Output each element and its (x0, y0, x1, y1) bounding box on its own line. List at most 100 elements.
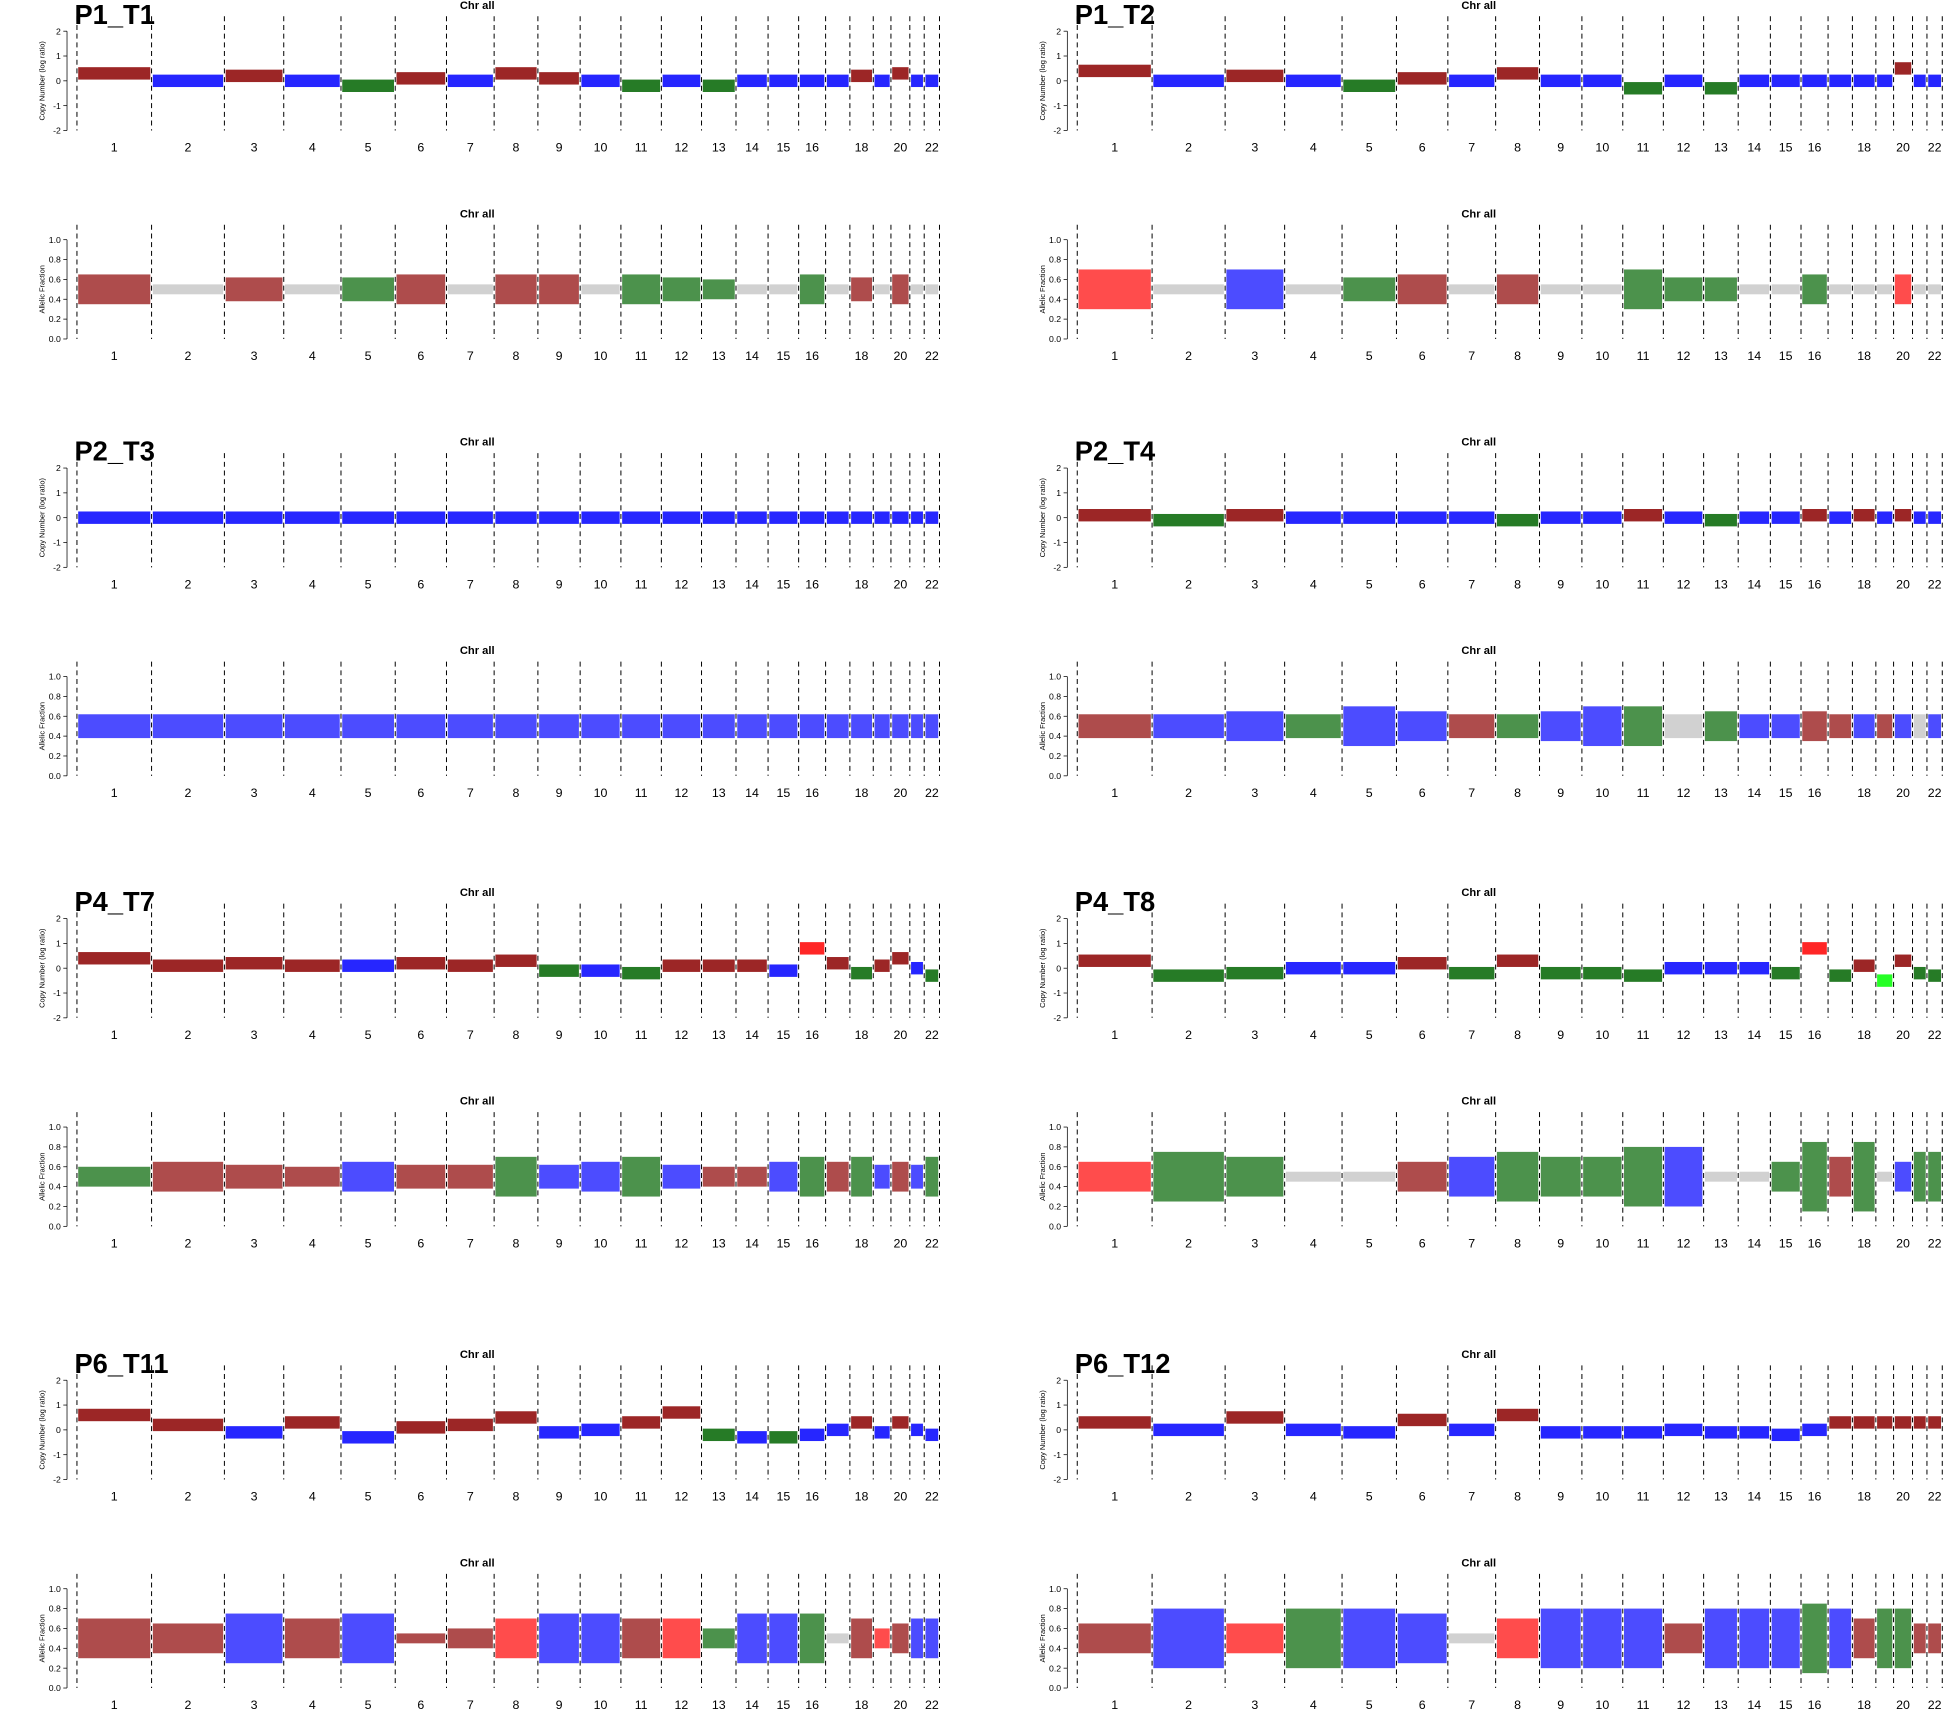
copy-number-segment (1496, 1408, 1539, 1422)
allelic-fraction-band (284, 714, 340, 739)
allelic-fraction-band (1583, 284, 1622, 295)
copy-number-segment (396, 957, 446, 970)
allelic-fraction-band (1877, 1171, 1893, 1182)
y-axis-label: Allelic Fraction (1038, 265, 1047, 313)
x-tick-label: 6 (1419, 1028, 1426, 1042)
allelic-fraction-band (1928, 1623, 1942, 1654)
x-tick-label: 22 (925, 1236, 939, 1250)
y-axis-label: Copy Number (log ratio) (1038, 41, 1047, 121)
allelic-fraction-band (1771, 284, 1800, 295)
copy-number-segment (702, 79, 735, 92)
copy-number-segment (1802, 1423, 1827, 1437)
allelic-fraction-band (1496, 1151, 1539, 1202)
subplot-title: Chr all (460, 208, 495, 220)
subplot-title: Chr all (460, 887, 495, 899)
x-tick-label: 10 (1595, 786, 1609, 800)
copy-number-segment (1664, 1423, 1703, 1437)
x-tick-label: 3 (251, 786, 258, 800)
allelic-fraction-band (1226, 1623, 1284, 1654)
allelic-fraction-band (1894, 1608, 1912, 1669)
copy-number-segment (1449, 74, 1495, 88)
copy-number-segment (1153, 969, 1224, 982)
x-tick-label: 4 (309, 1698, 316, 1712)
y-tick-label: -1 (1053, 101, 1061, 111)
y-tick-label: 0.6 (1049, 1162, 1061, 1172)
x-tick-label: 22 (1928, 1698, 1942, 1712)
y-tick-label: 1.0 (1049, 1584, 1061, 1594)
y-tick-label: 0.0 (49, 334, 61, 344)
x-tick-label: 9 (556, 141, 563, 155)
x-tick-label: 9 (1557, 349, 1564, 363)
x-tick-label: 22 (1928, 577, 1942, 591)
x-tick-label: 10 (1595, 349, 1609, 363)
x-tick-label: 2 (185, 577, 192, 591)
x-tick-label: 11 (635, 349, 648, 363)
allelic-fraction-band (1739, 284, 1770, 295)
y-axis-label: Copy Number (log ratio) (1038, 1390, 1047, 1470)
copy-number-segment (1285, 74, 1341, 88)
copy-number-segment (1894, 954, 1912, 967)
x-tick-label: 8 (1514, 141, 1521, 155)
x-tick-label: 14 (1747, 1698, 1761, 1712)
allelic-fraction-band (1397, 1161, 1447, 1192)
allelic-fraction-band (342, 714, 394, 739)
x-tick-label: 7 (1468, 349, 1475, 363)
y-tick-label: 0.0 (1049, 334, 1061, 344)
copy-number-segment (1449, 511, 1495, 524)
x-tick-label: 8 (1514, 1236, 1521, 1250)
copy-number-segment (581, 74, 620, 88)
y-tick-label: 0.4 (1049, 294, 1061, 304)
copy-number-segment (581, 1423, 620, 1437)
copy-number-segment (447, 1418, 493, 1432)
x-tick-label: 1 (111, 786, 118, 800)
copy-number-segment (284, 74, 340, 88)
y-tick-label: 0.6 (1049, 275, 1061, 285)
allelic-fraction-band (1829, 284, 1852, 295)
x-tick-label: 15 (776, 141, 790, 155)
x-tick-label: 15 (1779, 786, 1793, 800)
subplot-title: Chr all (1461, 887, 1496, 899)
allelic-fraction-band (1449, 1156, 1495, 1197)
subplot: Chr all Allelic Fraction 0.0 0.2 0.4 0.6 0.8 1.… (1038, 645, 1943, 800)
x-tick-label: 13 (712, 1236, 726, 1250)
y-tick-label: 0.8 (1049, 1604, 1061, 1614)
copy-number-segment (284, 511, 340, 524)
x-tick-label: 9 (556, 786, 563, 800)
copy-number-segment (1540, 966, 1581, 980)
x-tick-label: 10 (594, 577, 608, 591)
x-tick-label: 6 (417, 786, 424, 800)
x-tick-label: 13 (712, 1490, 726, 1504)
y-tick-label: 0.6 (49, 275, 61, 285)
copy-number-segment (1877, 511, 1893, 524)
allelic-fraction-band (1928, 714, 1942, 739)
allelic-fraction-band (1877, 284, 1893, 295)
copy-number-segment (1496, 954, 1539, 967)
y-tick-label: -2 (53, 562, 61, 572)
x-tick-label: 14 (745, 1490, 759, 1504)
copy-number-segment (662, 511, 701, 524)
y-tick-label: 0 (56, 513, 61, 523)
x-tick-label: 13 (712, 577, 726, 591)
allelic-fraction-band (826, 1633, 849, 1644)
copy-number-segment (225, 957, 283, 970)
x-tick-label: 1 (1111, 1698, 1118, 1712)
x-tick-label: 5 (1366, 349, 1373, 363)
allelic-fraction-band (1877, 1608, 1893, 1669)
x-tick-label: 13 (712, 1028, 726, 1042)
y-tick-label: 0 (56, 1425, 61, 1435)
x-tick-label: 12 (1677, 1490, 1691, 1504)
x-tick-label: 5 (365, 349, 372, 363)
x-tick-label: 8 (513, 141, 520, 155)
copy-number-segment (1078, 954, 1151, 967)
x-tick-label: 14 (1747, 786, 1761, 800)
x-tick-label: 11 (1637, 1236, 1650, 1250)
x-tick-label: 20 (1896, 1698, 1910, 1712)
x-tick-label: 2 (185, 1236, 192, 1250)
copy-number-segment (1928, 74, 1942, 88)
copy-number-segment (342, 511, 394, 524)
copy-number-segment (342, 79, 394, 92)
allelic-fraction-band (851, 277, 873, 302)
allelic-fraction-band (622, 1618, 661, 1659)
panel-label: P1_T1 (74, 0, 154, 30)
allelic-fraction-band (495, 1618, 537, 1659)
